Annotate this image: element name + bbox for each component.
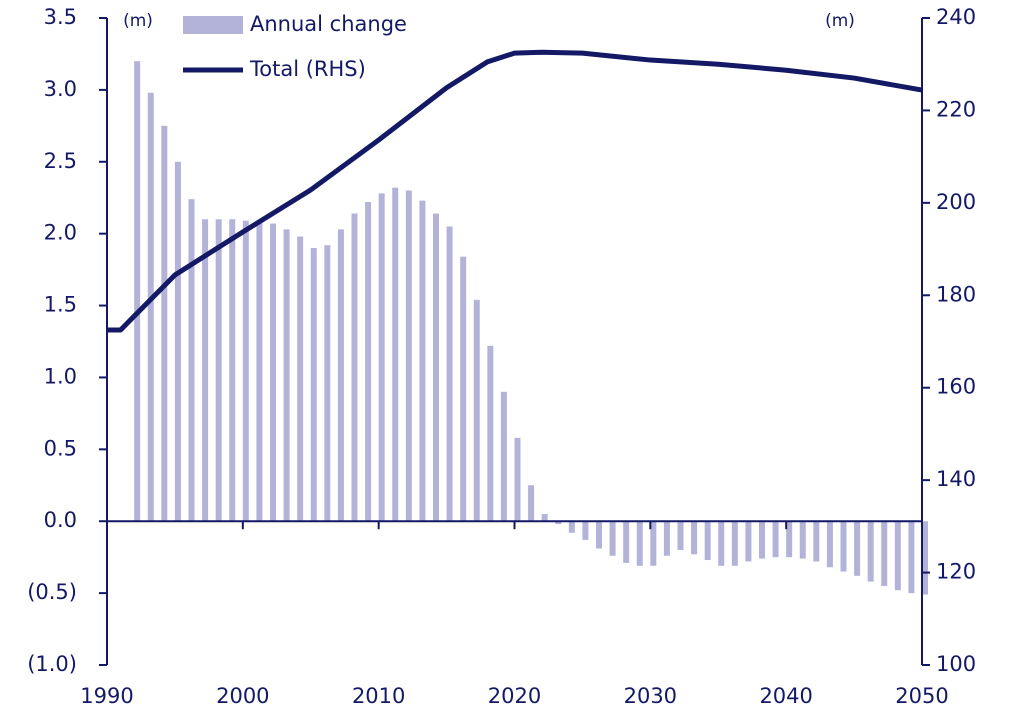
bar xyxy=(256,220,263,522)
bar xyxy=(623,521,630,563)
bar xyxy=(528,485,535,522)
bar xyxy=(636,521,643,566)
x-tick-label: 2020 xyxy=(488,684,541,708)
legend-swatch xyxy=(183,16,243,34)
bar xyxy=(270,223,276,522)
y2-tick-label: 160 xyxy=(936,375,976,399)
bar xyxy=(134,61,141,522)
x-tick-label: 2030 xyxy=(624,684,677,708)
bar xyxy=(433,213,439,522)
y2-tick-label: 120 xyxy=(936,560,976,584)
bar xyxy=(446,226,453,522)
bar xyxy=(759,521,765,559)
y2-tick-label: 240 xyxy=(936,5,976,29)
y2-tick-label: 220 xyxy=(936,97,976,121)
bar xyxy=(188,199,195,522)
bar xyxy=(378,193,385,522)
bar xyxy=(405,190,412,522)
bar xyxy=(609,521,616,556)
x-tick-label: 2050 xyxy=(895,684,948,708)
y2-tick-label: 180 xyxy=(936,282,976,306)
y2-tick-label: 200 xyxy=(936,190,976,214)
bar xyxy=(813,521,820,562)
y2-unit: (m) xyxy=(825,11,855,31)
y-tick-label: 3.0 xyxy=(44,77,77,101)
bar xyxy=(663,521,670,556)
bar xyxy=(242,220,249,522)
bar xyxy=(473,299,480,522)
y-tick-label: 0.5 xyxy=(44,436,77,460)
bar xyxy=(840,521,847,572)
bar xyxy=(147,92,154,522)
bar xyxy=(365,202,372,522)
y-tick-label: (1.0) xyxy=(27,652,77,676)
bar xyxy=(881,521,888,586)
y2-tick-label: 100 xyxy=(936,652,976,676)
bar xyxy=(826,521,833,568)
bar xyxy=(297,236,304,522)
bar xyxy=(568,521,575,533)
bar xyxy=(691,521,698,555)
bar xyxy=(229,219,236,522)
bar xyxy=(202,219,209,522)
bar xyxy=(582,521,589,540)
bar xyxy=(650,521,657,566)
bar xyxy=(310,248,317,522)
bar xyxy=(514,437,521,522)
legend-label: Annual change xyxy=(250,12,407,36)
bar xyxy=(786,521,793,558)
x-tick-label: 2000 xyxy=(216,684,269,708)
y-unit: (m) xyxy=(123,11,153,31)
y-tick-label: 0.0 xyxy=(44,508,77,532)
bar xyxy=(555,521,562,525)
bar xyxy=(460,256,467,522)
y-tick-label: 1.5 xyxy=(44,293,77,317)
bar xyxy=(894,521,901,591)
bar xyxy=(324,245,331,522)
bar xyxy=(772,521,779,558)
x-tick-label: 2040 xyxy=(759,684,812,708)
bar xyxy=(908,521,915,594)
total-line xyxy=(107,49,923,333)
bar xyxy=(596,521,602,549)
bar xyxy=(161,125,168,522)
bar xyxy=(718,521,725,566)
bar xyxy=(541,514,548,522)
y2-tick-label: 140 xyxy=(936,467,976,491)
bar xyxy=(799,521,806,559)
bar xyxy=(487,345,494,522)
bar xyxy=(215,219,222,522)
y-tick-label: (0.5) xyxy=(27,580,77,604)
bar xyxy=(677,521,684,550)
bar xyxy=(419,200,426,522)
bar xyxy=(337,229,344,522)
legend-label: Total (RHS) xyxy=(249,57,366,81)
y-tick-label: 2.5 xyxy=(44,149,77,173)
bar xyxy=(351,213,358,522)
x-tick-label: 2010 xyxy=(352,684,405,708)
bar xyxy=(704,521,711,561)
x-tick-label: 1990 xyxy=(80,684,133,708)
bar xyxy=(283,229,290,522)
bar xyxy=(392,187,399,522)
bar xyxy=(500,391,507,522)
y-tick-label: 1.0 xyxy=(44,364,77,388)
bar xyxy=(854,521,861,576)
bar xyxy=(745,521,752,562)
bar xyxy=(731,521,738,566)
bar xyxy=(922,521,928,595)
bar xyxy=(174,161,181,522)
y-tick-label: 3.5 xyxy=(44,5,77,29)
bar xyxy=(867,521,874,582)
y-tick-label: 2.0 xyxy=(44,221,77,245)
